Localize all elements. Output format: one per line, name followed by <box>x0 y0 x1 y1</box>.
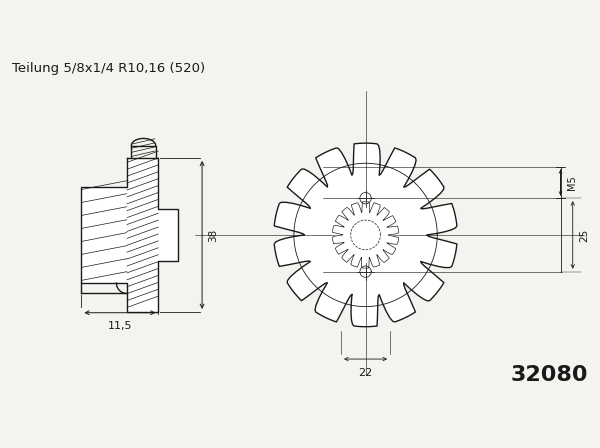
Text: 32080: 32080 <box>511 365 589 385</box>
Polygon shape <box>332 202 398 268</box>
Text: 25: 25 <box>580 228 590 241</box>
Text: 38: 38 <box>208 228 218 241</box>
Text: 11,5: 11,5 <box>107 322 132 332</box>
Text: 22: 22 <box>358 368 373 378</box>
Text: M5: M5 <box>566 175 577 190</box>
Polygon shape <box>274 143 457 327</box>
Polygon shape <box>82 158 178 312</box>
Text: Teilung 5/8x1/4 R10,16 (520): Teilung 5/8x1/4 R10,16 (520) <box>11 62 205 75</box>
